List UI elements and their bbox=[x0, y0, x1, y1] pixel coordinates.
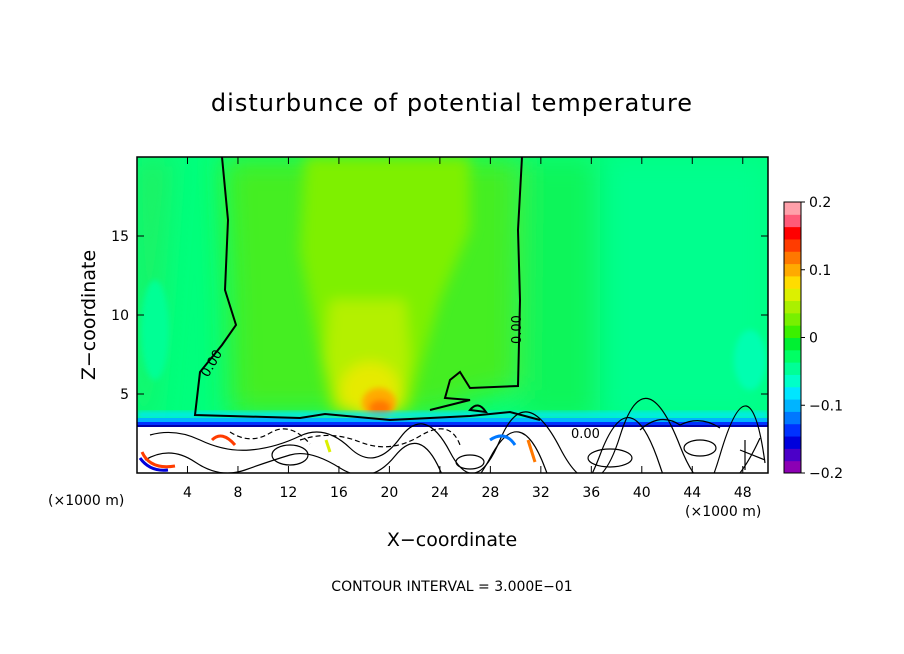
field-cool-patch-2 bbox=[141, 280, 169, 380]
x-tick-label: 32 bbox=[532, 485, 550, 501]
y-tick-label: 15 bbox=[111, 229, 129, 245]
colorbar-swatch bbox=[784, 423, 801, 437]
contour-interval-note: CONTOUR INTERVAL = 3.000E−01 bbox=[331, 579, 572, 595]
x-tick-label: 8 bbox=[233, 485, 242, 501]
x-tick-label: 20 bbox=[380, 485, 398, 501]
x-tick-label: 40 bbox=[633, 485, 651, 501]
boundary-layer-contours bbox=[144, 397, 766, 473]
x-axis-unit: (×1000 m) bbox=[685, 504, 761, 520]
colorbar-swatch bbox=[784, 288, 801, 302]
y-axis: 5 10 15 bbox=[111, 229, 768, 403]
contour-label-2: 0.00 bbox=[571, 427, 600, 442]
colorbar-swatch bbox=[784, 251, 801, 265]
y-axis-unit: (×1000 m) bbox=[48, 493, 124, 509]
boundary-layer-color-streaks bbox=[138, 434, 537, 472]
colorbar-swatch bbox=[784, 238, 801, 252]
y-tick-label: 5 bbox=[120, 387, 129, 403]
x-tick-label: 44 bbox=[683, 485, 701, 501]
x-tick-label: 4 bbox=[183, 485, 192, 501]
colorbar-tick-label: −0.2 bbox=[809, 466, 843, 482]
inversion-band-3 bbox=[137, 422, 768, 425]
contour-label-1: 0.00 bbox=[510, 315, 525, 344]
zero-contours bbox=[193, 157, 541, 422]
colorbar-swatch bbox=[784, 202, 801, 215]
x-tick-label: 36 bbox=[582, 485, 600, 501]
colorbar-swatch bbox=[784, 300, 801, 314]
inversion-band-1 bbox=[137, 412, 768, 418]
inversion-band-4 bbox=[137, 425, 768, 427]
colorbar-tick-label: 0.2 bbox=[809, 195, 831, 211]
x-tick-label: 48 bbox=[734, 485, 752, 501]
colorbar-swatch bbox=[784, 263, 801, 277]
colorbar-swatch bbox=[784, 448, 801, 462]
colorbar bbox=[784, 202, 801, 474]
colorbar-swatch bbox=[784, 411, 801, 425]
x-tick-label: 12 bbox=[280, 485, 298, 501]
x-axis-title: X−coordinate bbox=[387, 529, 517, 551]
colorbar-swatch bbox=[784, 436, 801, 449]
field-band-far-right bbox=[600, 157, 768, 420]
x-tick-label: 24 bbox=[431, 485, 449, 501]
colorbar-swatch bbox=[784, 325, 801, 338]
colorbar-swatch bbox=[784, 362, 801, 375]
colorbar-swatch bbox=[784, 275, 801, 289]
field-band-right bbox=[520, 157, 600, 420]
colorbar-swatch bbox=[784, 349, 801, 363]
colorbar-swatch bbox=[784, 312, 801, 326]
colorbar-swatch bbox=[784, 399, 801, 412]
colorbar-swatch bbox=[784, 374, 801, 388]
colorbar-tick-label: −0.1 bbox=[809, 398, 843, 414]
heatmap-field bbox=[137, 157, 768, 473]
colorbar-tick-label: 0.1 bbox=[809, 263, 831, 279]
colorbar-swatch bbox=[784, 214, 801, 228]
colorbar-swatch bbox=[784, 386, 801, 400]
y-tick-label: 10 bbox=[111, 308, 129, 324]
x-tick-label: 16 bbox=[330, 485, 348, 501]
colorbar-swatch bbox=[784, 460, 801, 474]
colorbar-swatch bbox=[784, 226, 801, 240]
y-axis-title: Z−coordinate bbox=[78, 250, 100, 380]
x-axis: 4 8 12 16 20 24 28 32 36 40 44 48 bbox=[183, 157, 752, 501]
inversion-band-2 bbox=[137, 418, 768, 422]
colorbar-tick-label: 0 bbox=[809, 331, 818, 347]
colorbar-swatch bbox=[784, 337, 801, 351]
field-cool-patch-1 bbox=[734, 330, 766, 390]
chart-title: disturbunce of potential temperature bbox=[211, 89, 693, 117]
x-tick-label: 28 bbox=[481, 485, 499, 501]
colorbar-ticks: 0.2 0.1 0 −0.1 −0.2 bbox=[801, 195, 843, 482]
